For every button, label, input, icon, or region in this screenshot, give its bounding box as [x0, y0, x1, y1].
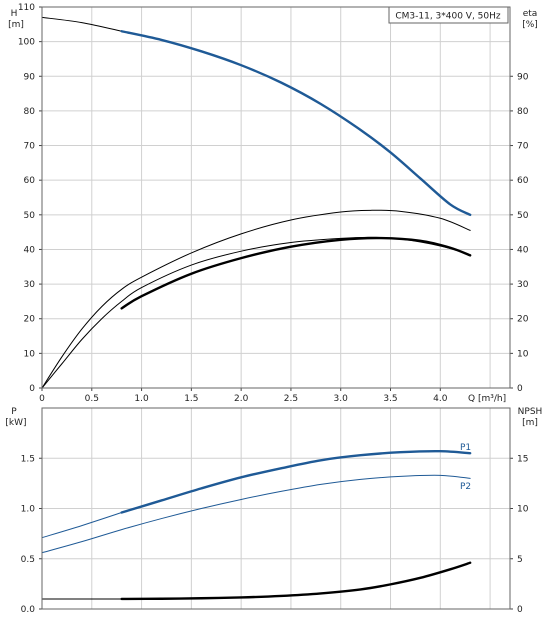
- right-tick-label: 40: [517, 245, 529, 255]
- left-tick-label: 10: [24, 349, 36, 359]
- left-tick-label: 110: [18, 3, 35, 13]
- right-tick-label: 5: [517, 555, 523, 565]
- right-tick-label: 10: [517, 505, 529, 515]
- chart-title-box: CM3-11, 3*400 V, 50Hz: [388, 6, 509, 24]
- left-tick-label: 0.0: [21, 605, 36, 615]
- x-tick-label: 1.5: [184, 394, 198, 404]
- p2-label: P2: [460, 482, 471, 492]
- series-line: [41, 474, 471, 554]
- left-tick-label: 1.0: [21, 505, 36, 515]
- series-line: [120, 30, 472, 217]
- series-line: [120, 236, 472, 310]
- lower-right-axis-title: NPSH: [518, 407, 543, 417]
- plot-frames: [39, 6, 513, 610]
- x-tick-label: 3.0: [334, 394, 349, 404]
- right-tick-label: 15: [517, 454, 528, 464]
- right-tick-label: 50: [517, 211, 529, 221]
- left-tick-label: 100: [18, 38, 35, 48]
- left-tick-label: 0: [29, 384, 35, 394]
- right-tick-label: 30: [517, 280, 529, 290]
- right-tick-label: 70: [517, 142, 529, 152]
- left-tick-label: 20: [24, 315, 36, 325]
- right-tick-label: 80: [517, 107, 529, 117]
- right-tick-label: 0: [517, 605, 523, 615]
- right-tick-label: 20: [517, 315, 529, 325]
- chart-title: CM3-11, 3*400 V, 50Hz: [395, 12, 501, 22]
- left-tick-label: 40: [24, 245, 36, 255]
- x-tick-label: 2.5: [284, 394, 298, 404]
- p1-label: P1: [460, 443, 471, 453]
- plot-area-frame: [41, 407, 511, 610]
- left-tick-label: 80: [24, 107, 36, 117]
- x-tick-label: 0: [39, 394, 45, 404]
- left-tick-label: 30: [24, 280, 36, 290]
- right-tick-label: 0: [517, 384, 523, 394]
- x-tick-label: 1.0: [134, 394, 149, 404]
- axis-text: 0102030405060708090100110010203040506070…: [18, 3, 529, 615]
- upper-x-axis-label: Q [m³/h]: [468, 394, 506, 404]
- upper-left-axis-unit: [m]: [8, 20, 24, 30]
- upper-left-axis-title: H: [11, 9, 18, 19]
- series-line: [41, 512, 123, 539]
- left-tick-label: 1.5: [21, 454, 35, 464]
- right-tick-label: 90: [517, 72, 529, 82]
- left-tick-label: 90: [24, 72, 36, 82]
- upper-right-axis-title: eta: [523, 9, 538, 19]
- left-tick-label: 0.5: [21, 555, 35, 565]
- x-tick-label: 0.5: [85, 394, 99, 404]
- curves: [41, 16, 472, 601]
- left-tick-label: 50: [24, 211, 36, 221]
- series-line: [120, 561, 472, 601]
- right-tick-label: 60: [517, 176, 529, 186]
- lower-left-axis-title: P: [11, 407, 17, 417]
- lower-left-axis-unit: [kW]: [5, 418, 26, 428]
- lower-right-axis-unit: [m]: [522, 418, 538, 428]
- left-tick-label: 60: [24, 176, 36, 186]
- left-tick-label: 70: [24, 142, 36, 152]
- series-line: [41, 16, 123, 32]
- x-tick-label: 4.0: [433, 394, 448, 404]
- x-tick-label: 2.0: [234, 394, 249, 404]
- series-line: [120, 449, 472, 514]
- right-tick-label: 10: [517, 349, 529, 359]
- plot-area-frame: [41, 6, 511, 389]
- series-line: [41, 209, 471, 389]
- upper-right-axis-unit: [%]: [522, 20, 538, 30]
- x-tick-label: 3.5: [383, 394, 397, 404]
